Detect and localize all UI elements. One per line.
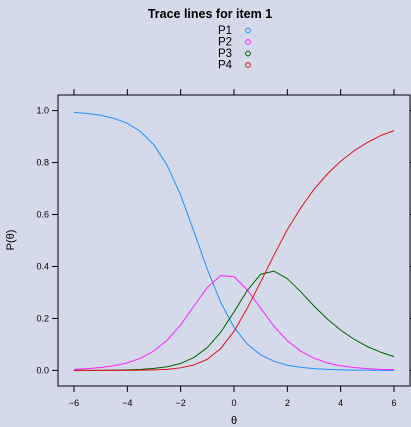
x-axis-label: θ [231,415,237,427]
series-line-p3 [74,270,395,371]
y-tick-label: 0.6 [36,210,49,220]
y-tick-label: 0.4 [36,261,49,271]
plot-frame [57,94,411,387]
y-tick-label: 0.2 [36,313,49,323]
y-axis: 0.0 0.2 0.4 0.6 0.8 1.0 [36,106,411,375]
y-axis-label: P(θ) [5,230,17,251]
series-line-p1 [73,111,394,371]
x-axis: −6 −4 −2 0 2 4 6 [69,89,397,408]
legend-label: P4 [218,60,233,72]
legend-marker [245,27,251,34]
series-line-p4 [74,130,395,371]
x-tick-label: 2 [285,398,290,408]
legend-label: P3 [218,48,232,60]
x-tick-label: 4 [338,398,343,408]
y-tick-label: 0.0 [36,365,49,375]
legend-label: P2 [218,37,232,49]
series-line-p2 [73,275,395,371]
x-tick-label: −4 [122,398,132,408]
x-tick-label: −2 [176,398,186,408]
y-tick-label: 0.8 [36,158,49,168]
legend-marker [245,39,251,45]
x-tick-label: 6 [391,398,396,408]
chart-title: Trace lines for item 1 [148,7,272,21]
x-tick-label: 0 [231,398,236,408]
legend-marker [245,50,251,57]
y-tick-label: 1.0 [36,106,49,116]
legend-marker [245,62,251,68]
x-tick-label: −6 [69,398,79,408]
legend-label: P1 [218,25,232,37]
series-lines [73,111,395,371]
